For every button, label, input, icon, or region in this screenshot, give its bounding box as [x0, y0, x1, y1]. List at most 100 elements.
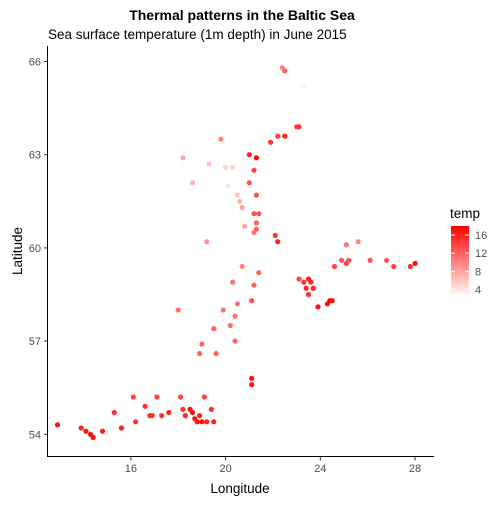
x-tick-label-16: 16 — [125, 463, 137, 475]
data-point-70 — [282, 133, 288, 139]
y-tick-label-57: 57 — [29, 336, 41, 348]
data-point-69 — [275, 133, 281, 139]
data-point-17 — [180, 406, 186, 412]
data-point-16 — [178, 394, 184, 400]
data-point-6 — [111, 409, 117, 416]
y-tick-label-66: 66 — [29, 57, 41, 69]
data-point-27 — [208, 406, 214, 412]
legend-tick-label-8: 8 — [475, 266, 481, 278]
data-point-13 — [154, 394, 160, 400]
data-point-4 — [90, 434, 96, 440]
data-point-15 — [166, 409, 172, 416]
data-point-45 — [249, 382, 255, 388]
data-point-82 — [303, 285, 309, 291]
data-point-31 — [213, 350, 219, 357]
data-point-50 — [256, 211, 262, 217]
legend-ticks: 4 8 12 16 — [451, 230, 487, 296]
x-tick-label-24: 24 — [314, 463, 326, 475]
data-point-65 — [218, 136, 224, 142]
data-point-58 — [246, 180, 252, 186]
data-point-79 — [301, 279, 307, 285]
data-point-96 — [384, 257, 390, 263]
legend: temp 4 8 12 16 — [450, 206, 487, 296]
data-point-38 — [175, 307, 181, 313]
legend-tick-label-16: 16 — [475, 230, 487, 242]
data-point-54 — [237, 198, 243, 204]
data-point-29 — [197, 350, 203, 357]
y-tick-label-60: 60 — [29, 243, 41, 255]
data-point-56 — [253, 192, 259, 198]
data-point-57 — [251, 167, 257, 173]
legend-tick-label-12: 12 — [475, 248, 487, 260]
data-point-59 — [225, 183, 231, 189]
data-point-49 — [253, 220, 259, 226]
chart-title: Thermal patterns in the Baltic Sea — [129, 7, 355, 23]
data-point-43 — [256, 270, 262, 276]
data-point-98 — [407, 263, 413, 270]
data-point-61 — [230, 164, 236, 170]
x-axis-ticks: 16 20 24 28 — [125, 456, 421, 475]
data-point-94 — [355, 239, 361, 245]
legend-colorbar — [451, 226, 469, 294]
data-point-2 — [83, 428, 89, 434]
data-point-93 — [343, 242, 349, 248]
data-point-78 — [296, 276, 302, 282]
data-point-20 — [189, 409, 196, 416]
data-point-28 — [201, 394, 207, 400]
data-point-7 — [118, 425, 124, 431]
data-point-1 — [78, 425, 84, 431]
data-point-74 — [282, 68, 288, 74]
data-point-95 — [367, 257, 373, 263]
data-point-9 — [133, 419, 139, 425]
data-point-30 — [199, 341, 205, 347]
points-layer — [54, 65, 418, 440]
data-point-44 — [249, 375, 255, 381]
data-point-67 — [253, 155, 259, 161]
data-point-41 — [249, 298, 255, 304]
data-point-24 — [199, 419, 205, 425]
data-point-25 — [204, 419, 210, 425]
data-point-63 — [189, 180, 196, 186]
data-point-62 — [206, 161, 212, 167]
data-point-37 — [232, 338, 238, 344]
data-point-40 — [239, 263, 245, 270]
data-point-97 — [391, 263, 397, 270]
chart-subtitle: Sea surface temperature (1m depth) in Ju… — [48, 27, 347, 42]
data-point-88 — [329, 298, 335, 304]
data-point-51 — [251, 211, 257, 217]
data-point-39 — [230, 279, 236, 285]
data-point-68 — [268, 139, 274, 145]
data-point-55 — [239, 204, 245, 211]
data-point-60 — [223, 164, 229, 170]
legend-tick-label-4: 4 — [475, 284, 481, 296]
data-point-66 — [246, 152, 252, 158]
data-point-84 — [310, 285, 316, 291]
data-point-92 — [346, 257, 352, 263]
data-point-64 — [180, 155, 186, 161]
data-point-0 — [54, 422, 61, 428]
data-point-85 — [315, 304, 321, 310]
x-tick-label-28: 28 — [409, 463, 421, 475]
data-point-14 — [159, 413, 165, 419]
data-point-18 — [182, 413, 188, 419]
data-point-36 — [234, 301, 240, 307]
data-point-99 — [412, 260, 418, 266]
data-point-34 — [227, 322, 233, 329]
data-point-53 — [234, 192, 240, 198]
y-tick-label-54: 54 — [29, 429, 41, 441]
data-point-23 — [197, 413, 203, 419]
data-point-33 — [220, 307, 226, 313]
y-tick-label-63: 63 — [29, 150, 41, 162]
data-point-90 — [339, 257, 345, 263]
data-point-83 — [305, 291, 312, 298]
x-tick-label-20: 20 — [219, 463, 231, 475]
data-point-5 — [99, 428, 106, 434]
data-point-26 — [211, 419, 217, 425]
data-point-32 — [211, 326, 217, 332]
data-point-42 — [251, 282, 257, 288]
y-axis-title: Latitude — [10, 227, 25, 275]
data-point-72 — [296, 124, 302, 130]
data-point-10 — [142, 403, 148, 409]
